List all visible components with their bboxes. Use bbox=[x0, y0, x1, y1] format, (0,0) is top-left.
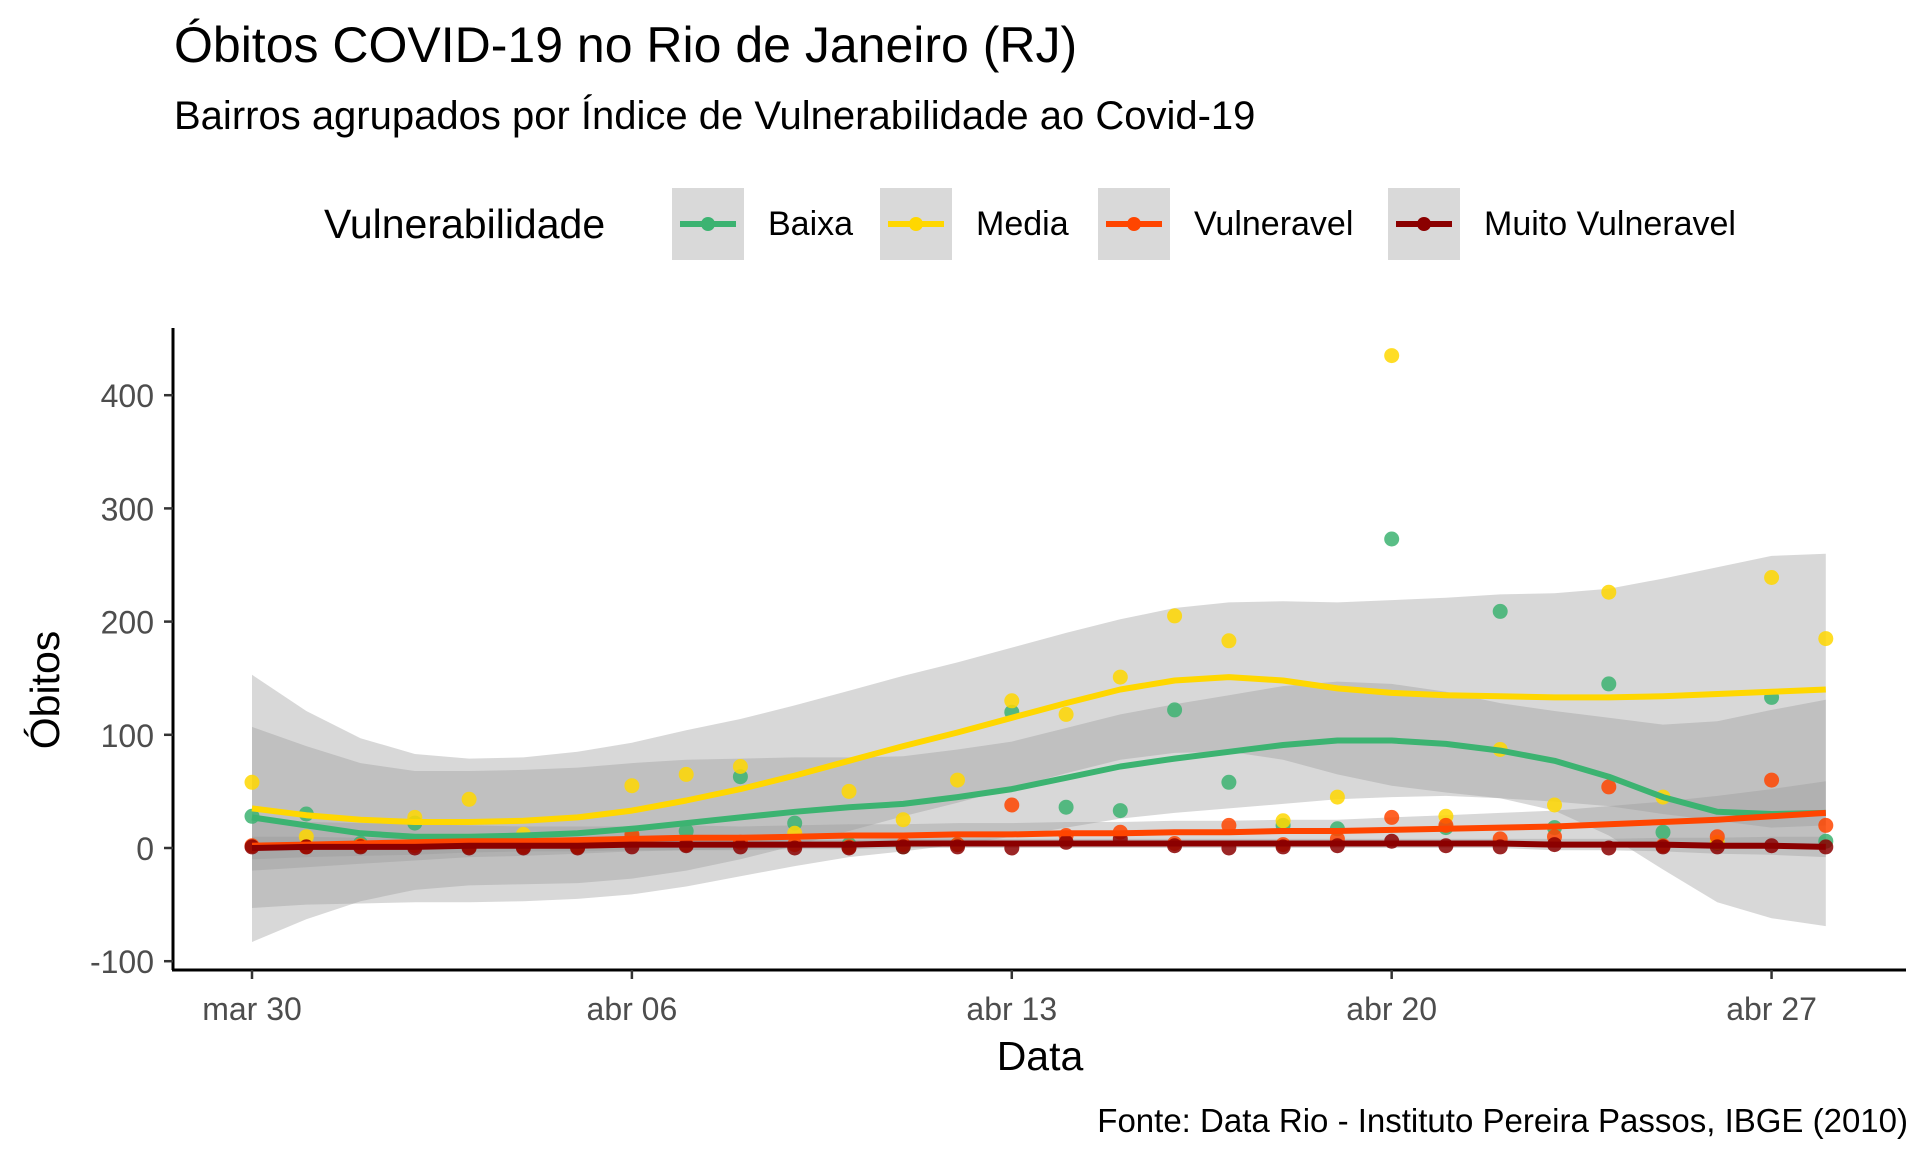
data-point-2-29 bbox=[1818, 817, 1834, 833]
x-tick-label: abr 13 bbox=[966, 991, 1057, 1027]
data-point-1-25 bbox=[1601, 584, 1617, 600]
data-point-0-17 bbox=[1167, 702, 1183, 718]
y-axis-label: Óbitos bbox=[22, 630, 68, 750]
data-point-2-25 bbox=[1601, 779, 1617, 795]
legend-label-muito-vulneravel: Muito Vulneravel bbox=[1484, 205, 1736, 243]
data-point-2-21 bbox=[1384, 809, 1400, 825]
legend-key-vulneravel bbox=[1098, 188, 1170, 260]
smooth-line-1 bbox=[251, 674, 1826, 825]
y-tick-label: 0 bbox=[136, 831, 154, 867]
x-tick-label: abr 20 bbox=[1346, 991, 1437, 1027]
data-point-1-0 bbox=[244, 774, 260, 790]
data-point-1-14 bbox=[1004, 693, 1020, 709]
data-point-1-20 bbox=[1329, 789, 1345, 805]
data-point-1-24 bbox=[1547, 797, 1562, 813]
data-point-1-29 bbox=[1818, 631, 1834, 647]
data-point-0-15 bbox=[1058, 799, 1074, 815]
smooth-line-0 bbox=[251, 737, 1826, 840]
data-point-1-17 bbox=[1167, 608, 1183, 624]
y-tick-label: -100 bbox=[90, 944, 154, 980]
data-point-0-8 bbox=[678, 823, 694, 839]
legend-label-baixa: Baixa bbox=[768, 205, 854, 243]
y-tick-label: 200 bbox=[101, 605, 154, 641]
data-point-1-11 bbox=[841, 783, 857, 799]
legend-label-media: Media bbox=[976, 205, 1069, 243]
legend-title: Vulnerabilidade bbox=[324, 201, 606, 247]
x-tick-label: abr 27 bbox=[1726, 991, 1817, 1027]
data-point-0-26 bbox=[1655, 824, 1671, 840]
legend-key-baixa bbox=[672, 188, 744, 260]
data-point-1-15 bbox=[1058, 706, 1074, 722]
confidence-band-1 bbox=[252, 553, 1826, 942]
legend-key-media bbox=[880, 188, 952, 260]
data-point-1-8 bbox=[678, 766, 694, 782]
data-point-2-28 bbox=[1764, 772, 1780, 788]
data-point-1-12 bbox=[895, 812, 911, 828]
data-point-1-7 bbox=[624, 778, 640, 794]
data-point-1-28 bbox=[1764, 570, 1780, 585]
x-axis-label: Data bbox=[996, 1033, 1084, 1079]
y-tick-label: 300 bbox=[101, 491, 154, 527]
x-tick-label: abr 06 bbox=[587, 991, 678, 1027]
confidence-band-2 bbox=[252, 781, 1826, 871]
legend: Vulnerabilidade Baixa Media Vulneravel M… bbox=[0, 0, 1918, 300]
data-point-1-13 bbox=[950, 772, 965, 788]
data-point-0-16 bbox=[1112, 803, 1128, 819]
legend-key-muito-vulneravel bbox=[1388, 188, 1460, 260]
chart-subtitle: Bairros agrupados por Índice de Vulnerab… bbox=[174, 94, 1256, 138]
legend-label-vulneravel: Vulneravel bbox=[1194, 205, 1354, 243]
data-point-0-23 bbox=[1492, 603, 1508, 619]
smooth-line-2 bbox=[251, 809, 1826, 849]
smooth-line-3 bbox=[251, 840, 1826, 851]
data-point-0-25 bbox=[1601, 676, 1617, 692]
chart-title: Óbitos COVID-19 no Rio de Janeiro (RJ) bbox=[174, 17, 1078, 73]
data-point-2-14 bbox=[1004, 797, 1020, 813]
data-point-1-19 bbox=[1275, 813, 1291, 829]
data-point-1-9 bbox=[732, 759, 748, 774]
y-tick-label: 400 bbox=[101, 378, 154, 414]
x-tick-label: mar 30 bbox=[202, 991, 302, 1027]
data-point-1-16 bbox=[1112, 669, 1128, 685]
data-point-1-21 bbox=[1384, 348, 1400, 364]
data-point-1-18 bbox=[1221, 633, 1237, 649]
y-tick-label: 100 bbox=[101, 718, 154, 754]
data-point-0-18 bbox=[1221, 774, 1237, 790]
data-point-0-21 bbox=[1384, 531, 1400, 547]
chart-caption: Fonte: Data Rio - Instituto Pereira Pass… bbox=[1097, 1102, 1908, 1139]
data-point-1-4 bbox=[461, 791, 477, 807]
